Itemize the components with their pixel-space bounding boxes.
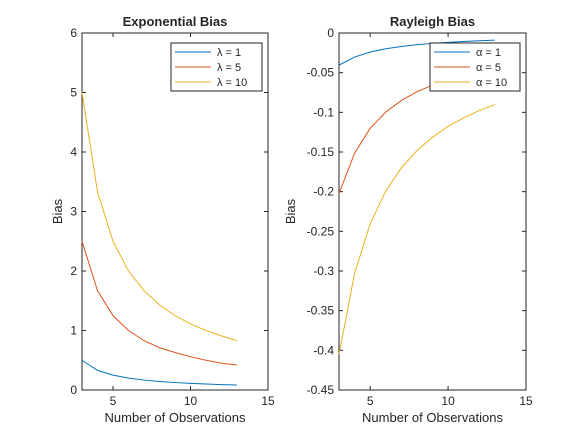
chart-0-ytick-label: 4: [70, 145, 77, 159]
chart-1-legend-label-0: α = 1: [476, 47, 501, 59]
chart-1-series-line-2: [338, 104, 496, 355]
chart-0-xtick-label: 15: [261, 394, 275, 408]
chart-0-ytick-label: 5: [70, 86, 77, 100]
chart-1-ytick-label: -0.25: [307, 224, 335, 238]
exponential-bias-plot: 5 10 15 0 1 2 3 4 5 6 Exponential Bias Number of Ob…: [50, 14, 275, 425]
chart-1-legend-label-1: α = 5: [476, 62, 501, 74]
chart-1-xtick-label: 15: [519, 394, 533, 408]
chart-0-series-line-1: [81, 241, 238, 366]
chart-1-ytick-label: -0.2: [313, 185, 334, 199]
chart-1-ytick-label: 0: [327, 26, 334, 40]
chart-0-ylabel: Bias: [50, 198, 65, 224]
chart-0-xlabel: Number of Observations: [105, 410, 246, 425]
chart-0-title: Exponential Bias: [123, 14, 228, 29]
chart-0-ytick-label: 0: [70, 383, 77, 397]
chart-0-ytick-label: 3: [70, 205, 77, 219]
chart-1-ytick-label: -0.05: [307, 66, 335, 80]
chart-0-ytick-label: 6: [70, 26, 77, 40]
chart-1-ytick-label: -0.45: [307, 383, 335, 397]
chart-1-ytick-label: -0.35: [307, 304, 335, 318]
chart-1-xtick-label: 10: [441, 394, 455, 408]
chart-1-ytick-label: -0.3: [313, 264, 334, 278]
chart-0-ytick-label: 2: [70, 264, 77, 278]
chart-0-legend-label-0: λ = 1: [217, 47, 241, 59]
chart-1-ytick-label: -0.15: [307, 145, 335, 159]
chart-0-series-line-0: [81, 359, 238, 386]
chart-0-xtick-label: 10: [184, 394, 198, 408]
chart-0-ytick-label: 1: [70, 324, 77, 338]
chart-1-series-line-0: [338, 39, 495, 66]
chart-0-legend-label-2: λ = 10: [217, 77, 247, 89]
chart-1-legend-label-2: α = 10: [476, 77, 507, 89]
chart-1-ylabel: Bias: [283, 198, 298, 224]
chart-1-xtick-label: 5: [367, 394, 374, 408]
chart-1-ytick-label: -0.1: [313, 105, 334, 119]
chart-0-series-line-2: [81, 92, 238, 342]
chart-1-ytick-label: -0.4: [313, 343, 334, 357]
chart-0-xtick-label: 5: [110, 394, 117, 408]
chart-1-xlabel: Number of Observations: [362, 410, 503, 425]
chart-0-axes-box: [81, 32, 269, 391]
chart-0-legend-label-1: λ = 5: [217, 62, 241, 74]
rayleigh-bias-plot: 5 10 15 0 -0.05 -0.1 -0.15 -0.2 -0.25 -0.3 -0.35 -0…: [283, 14, 533, 425]
chart-1-axes-box: [338, 32, 527, 391]
chart-1-title: Rayleigh Bias: [390, 14, 475, 29]
